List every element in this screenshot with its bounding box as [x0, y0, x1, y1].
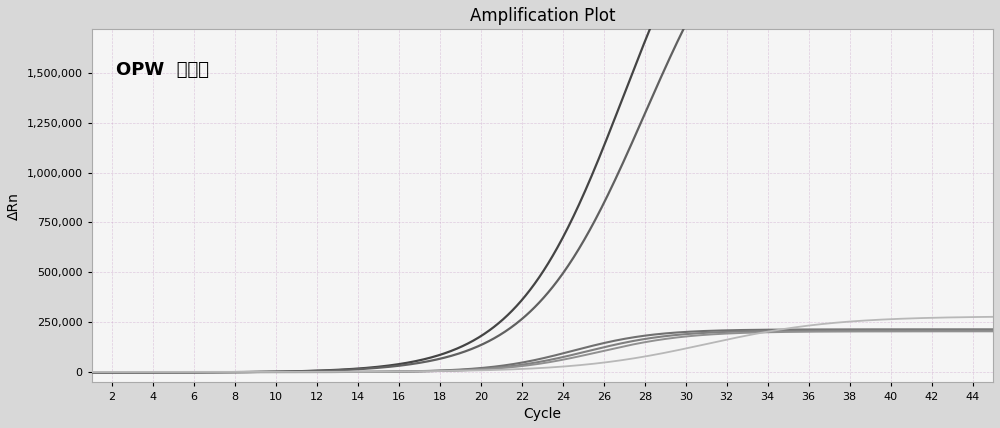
Title: Amplification Plot: Amplification Plot [470, 7, 615, 25]
X-axis label: Cycle: Cycle [523, 407, 561, 421]
Y-axis label: ΔRn: ΔRn [7, 192, 21, 220]
Text: OPW  灵敏度: OPW 灵敏度 [116, 61, 209, 79]
